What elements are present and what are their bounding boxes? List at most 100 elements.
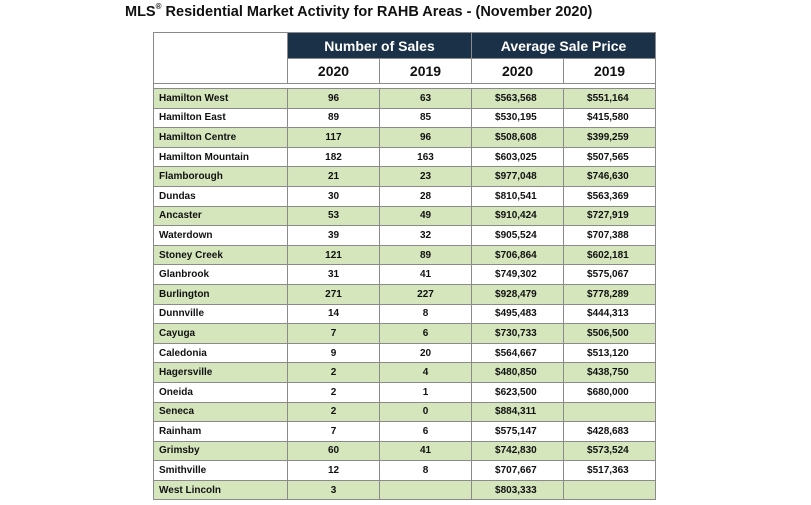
sales-2019-cell: [378, 479, 473, 501]
price-2019-cell: $438,750: [563, 362, 657, 383]
area-name-cell: Hagersville: [153, 362, 288, 383]
area-name-cell: Rainham: [153, 421, 288, 442]
table-row: Waterdown 39 32 $905,524 $707,388: [153, 225, 657, 246]
sales-2019-cell: 63: [378, 88, 473, 109]
price-2020-cell: $928,479: [471, 283, 565, 305]
area-name-cell: Smithville: [153, 460, 288, 481]
price-2020-cell: $603,025: [471, 146, 565, 168]
price-2020-cell: $905,524: [471, 225, 565, 246]
sales-2019-cell: 8: [378, 460, 473, 481]
table-row: Smithville 12 8 $707,667 $517,363: [153, 460, 657, 481]
market-activity-table: Number of Sales Average Sale Price 2020 …: [152, 32, 657, 501]
table-row: Cayuga 7 6 $730,733 $506,500: [153, 323, 657, 344]
area-name-cell: Seneca: [153, 401, 288, 423]
table-row: Hagersville 2 4 $480,850 $438,750: [153, 362, 657, 383]
sales-2019-cell: 1: [378, 381, 473, 403]
area-name-cell: West Lincoln: [153, 479, 288, 501]
sales-2019-cell: 227: [378, 283, 473, 305]
price-2020-cell: $810,541: [471, 185, 565, 207]
table-row: Flamborough 21 23 $977,048 $746,630: [153, 166, 657, 187]
price-2019-cell: $506,500: [563, 323, 657, 344]
title-prefix: MLS: [125, 3, 156, 20]
area-name-cell: Dunnville: [153, 303, 288, 325]
table-row: Caledonia 9 20 $564,667 $513,120: [153, 342, 657, 364]
price-2020-cell: $480,850: [471, 362, 565, 383]
price-2020-cell: $495,483: [471, 303, 565, 325]
sales-2019-cell: 0: [378, 401, 473, 423]
area-name-cell: Dundas: [153, 185, 288, 207]
sales-2020-cell: 60: [287, 440, 380, 462]
price-2020-cell: $803,333: [471, 479, 565, 501]
sales-2020-cell: 96: [287, 88, 380, 109]
header-spacer: [152, 83, 657, 89]
sales-2019-cell: 4: [378, 362, 473, 383]
sales-2020-cell: 2: [287, 401, 380, 423]
sales-2019-cell: 96: [378, 127, 473, 148]
price-2019-cell: $746,630: [563, 166, 657, 187]
page-title: MLS® Residential Market Activity for RAH…: [125, 2, 592, 20]
number-of-sales-header: Number of Sales: [286, 32, 473, 59]
price-2020-cell: $530,195: [471, 107, 565, 129]
price-2020-cell: $706,864: [471, 244, 565, 266]
sales-2020-cell: 14: [287, 303, 380, 325]
price-2020-cell: $977,048: [471, 166, 565, 187]
table-row: Burlington 271 227 $928,479 $778,289: [153, 283, 657, 305]
area-name-cell: Hamilton Mountain: [153, 146, 288, 168]
table-row: Rainham 7 6 $575,147 $428,683: [153, 421, 657, 442]
sales-2020-cell: 182: [287, 146, 380, 168]
price-2019-cell: $415,580: [563, 107, 657, 129]
area-header-blank: [153, 32, 288, 84]
price-2019-cell: $727,919: [563, 205, 657, 227]
price-2020-cell: $575,147: [471, 421, 565, 442]
price-2019-cell: $778,289: [563, 283, 657, 305]
sales-2019-cell: 20: [378, 342, 473, 364]
price-2019-cell: $507,565: [563, 146, 657, 168]
table-row: Seneca 2 0 $884,311: [153, 401, 657, 423]
table-row: Ancaster 53 49 $910,424 $727,919: [153, 205, 657, 227]
sales-2020-cell: 271: [287, 283, 380, 305]
sales-2019-cell: 89: [378, 244, 473, 266]
price-2020-cell: $884,311: [471, 401, 565, 423]
table-row: Stoney Creek 121 89 $706,864 $602,181: [153, 244, 657, 266]
sales-2020-cell: 3: [287, 479, 380, 501]
area-name-cell: Cayuga: [153, 323, 288, 344]
area-name-cell: Glanbrook: [153, 264, 288, 285]
price-2020-cell: $707,667: [471, 460, 565, 481]
sales-2020-cell: 31: [287, 264, 380, 285]
sales-2020-cell: 21: [287, 166, 380, 187]
table-row: West Lincoln 3 $803,333: [153, 479, 657, 501]
price-2019-cell: $444,313: [563, 303, 657, 325]
spacer-cell: [152, 83, 657, 89]
area-name-cell: Burlington: [153, 283, 288, 305]
table-row: Dundas 30 28 $810,541 $563,369: [153, 185, 657, 207]
sales-2020-cell: 30: [287, 185, 380, 207]
area-name-cell: Flamborough: [153, 166, 288, 187]
table-row: Dunnville 14 8 $495,483 $444,313: [153, 303, 657, 325]
sales-2020-cell: 2: [287, 381, 380, 403]
sales-2019-cell: 41: [378, 264, 473, 285]
price-2019-cell: $428,683: [563, 421, 657, 442]
price-2020-cell: $910,424: [471, 205, 565, 227]
price-2019-cell: $602,181: [563, 244, 657, 266]
sales-2020-cell: 121: [287, 244, 380, 266]
area-name-cell: Stoney Creek: [153, 244, 288, 266]
sales-2019-header: 2019: [378, 58, 473, 84]
price-2019-cell: [563, 401, 657, 423]
sales-2020-cell: 12: [287, 460, 380, 481]
area-name-cell: Oneida: [153, 381, 288, 403]
table-row: Hamilton Centre 117 96 $508,608 $399,259: [153, 127, 657, 148]
area-name-cell: Grimsby: [153, 440, 288, 462]
table-row: Hamilton Mountain 182 163 $603,025 $507,565: [153, 146, 657, 168]
area-name-cell: Hamilton West: [153, 88, 288, 109]
sales-2020-cell: 117: [287, 127, 380, 148]
price-2019-cell: $513,120: [563, 342, 657, 364]
price-2020-cell: $749,302: [471, 264, 565, 285]
price-2019-cell: $680,000: [563, 381, 657, 403]
group-header-row: Number of Sales Average Sale Price: [153, 32, 657, 84]
area-name-cell: Ancaster: [153, 205, 288, 227]
area-name-cell: Caledonia: [153, 342, 288, 364]
area-name-cell: Waterdown: [153, 225, 288, 246]
sales-2020-header: 2020: [287, 58, 380, 84]
sales-2019-cell: 163: [378, 146, 473, 168]
price-2019-cell: $575,067: [563, 264, 657, 285]
